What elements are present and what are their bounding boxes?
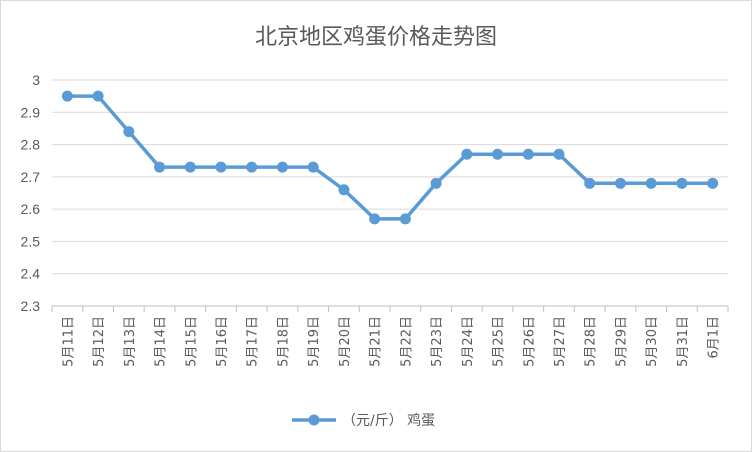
x-tick-label: 5月11日 [61, 316, 76, 367]
x-axis [51, 305, 729, 312]
x-tick-label: 5月27日 [553, 316, 568, 367]
y-tick-label: 3 [32, 72, 40, 88]
x-tick-label: 6月1日 [707, 316, 722, 359]
gridlines [52, 79, 728, 275]
legend-label: （元/斤） 鸡蛋 [342, 412, 435, 429]
x-tick-label: 5月19日 [307, 316, 322, 367]
y-tick-label: 2.5 [21, 233, 41, 249]
x-tick-label: 5月28日 [584, 316, 599, 367]
data-point [492, 148, 504, 160]
x-tick-label: 5月15日 [184, 316, 199, 367]
data-point [184, 161, 196, 173]
series-egg [61, 90, 719, 225]
x-tick-label: 5月13日 [123, 316, 138, 367]
x-tick-label: 5月26日 [522, 316, 537, 367]
x-tick-label: 5月16日 [215, 316, 230, 367]
data-point [430, 177, 442, 189]
y-tick-label: 2.9 [21, 104, 41, 120]
x-tick-labels: 5月11日 5月12日 5月13日 5月14日 5月15日 5月16日 5月17日 5月18日… [61, 316, 721, 367]
data-point [645, 177, 657, 189]
x-tick-label: 5月29日 [614, 316, 629, 367]
data-point [522, 148, 534, 160]
x-tick-label: 5月17日 [246, 316, 261, 367]
data-point [215, 161, 227, 173]
x-tick-label: 5月30日 [645, 316, 660, 367]
data-point [461, 148, 473, 160]
data-point [584, 177, 596, 189]
y-tick-label: 2.4 [21, 266, 41, 282]
x-tick-label: 5月22日 [399, 316, 414, 367]
data-point [614, 177, 626, 189]
chart-title: 北京地区鸡蛋价格走势图 [255, 25, 497, 50]
x-tick-label: 5月24日 [461, 316, 476, 367]
data-point [123, 126, 135, 138]
y-tick-label: 2.3 [21, 298, 41, 314]
x-tick-label: 5月31日 [676, 316, 691, 367]
data-point [246, 161, 258, 173]
data-point [369, 213, 381, 225]
x-tick-label: 5月23日 [430, 316, 445, 367]
data-point [399, 213, 411, 225]
legend-point-marker [308, 414, 320, 426]
data-point [553, 148, 565, 160]
x-tick-label: 5月21日 [369, 316, 384, 367]
y-tick-label: 2.6 [21, 201, 41, 217]
y-tick-label: 2.7 [21, 169, 41, 185]
y-tick-labels: 2.3 2.4 2.5 2.6 2.7 2.8 2.9 3 [21, 72, 41, 314]
legend[interactable]: （元/斤） 鸡蛋 [292, 412, 435, 429]
data-point [154, 161, 166, 173]
x-tick-label: 5月14日 [154, 316, 169, 367]
data-point [707, 177, 719, 189]
data-point [307, 161, 319, 173]
series-line [67, 94, 713, 221]
x-tick-label: 5月25日 [492, 316, 507, 367]
x-tick-label: 5月18日 [276, 316, 291, 367]
x-tick-label: 5月12日 [92, 316, 107, 367]
y-tick-label: 2.8 [21, 137, 41, 153]
data-point [92, 90, 104, 102]
data-point [676, 177, 688, 189]
data-point [61, 90, 73, 102]
x-tick-label: 5月20日 [338, 316, 353, 367]
data-point [276, 161, 288, 173]
data-point [338, 184, 350, 196]
